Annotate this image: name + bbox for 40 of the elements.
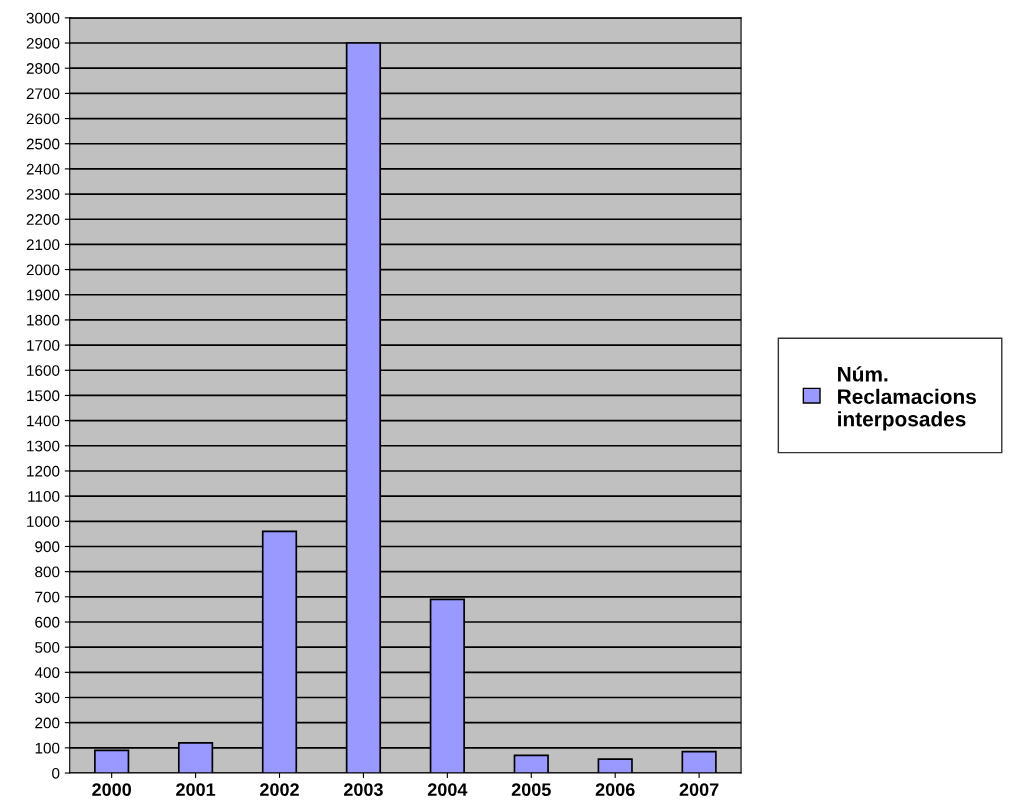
y-tick-label: 700 [35,591,60,603]
y-tick-label: 1200 [27,465,60,477]
y-tick-label: 2300 [26,188,60,200]
y-tick-label: 2900 [26,37,60,49]
x-tick-label: 2001 [176,783,216,797]
y-tick-label: 2800 [26,63,60,74]
y-tick-label: 800 [35,566,60,578]
x-tick-label: 2000 [92,783,132,797]
x-tick-label: 2003 [343,783,383,797]
y-tick-label: 500 [35,642,60,653]
y-tick-label: 1500 [27,390,60,402]
y-tick-label: 1600 [27,365,60,376]
y-tick-label: 2500 [26,138,60,150]
y-tick-label: 2700 [26,88,60,100]
x-tick-label: 2005 [511,783,551,797]
x-tick-label: 2007 [679,783,719,797]
x-tick-label: 2004 [427,783,468,797]
legend-label: Núm. Reclamacions interposades [838,366,976,431]
y-tick-label: 100 [35,742,60,754]
y-tick-label: 1700 [27,339,60,351]
x-tick-label: 2002 [260,783,299,797]
y-tick-label: 200 [35,717,60,729]
y-tick-label: 600 [35,616,60,628]
y-tick-label: 1300 [27,440,60,452]
y-tick-label: 1100 [28,491,60,502]
y-tick-label: 400 [34,667,60,679]
y-tick-label: 1000 [27,516,60,527]
y-tick-label: 900 [35,541,60,553]
y-tick-label: 2100 [26,239,60,251]
y-tick-label: 300 [35,692,60,704]
y-tick-label: 3000 [26,12,60,24]
y-tick-label: 2400 [26,163,60,175]
y-tick-label: 1800 [27,314,60,326]
y-tick-label: 0 [52,767,60,779]
x-tick-label: 2006 [595,783,635,797]
y-tick-label: 2000 [26,264,60,276]
y-tick-label: 2600 [26,113,60,125]
y-tick-label: 1900 [27,289,60,301]
y-tick-label: 1400 [27,415,60,427]
y-tick-label: 2200 [26,214,60,225]
